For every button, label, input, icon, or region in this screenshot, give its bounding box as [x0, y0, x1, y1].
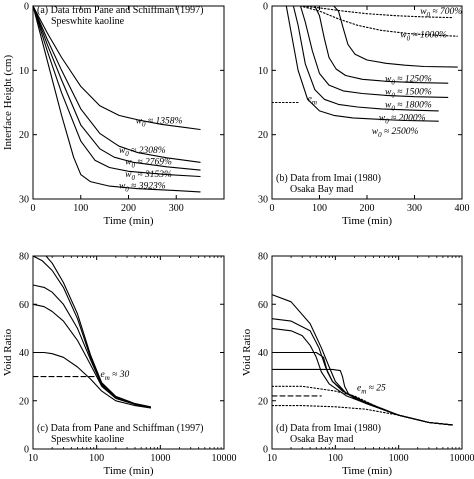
x-tick-label: 100	[328, 453, 343, 464]
x-tick-label: 100	[89, 453, 104, 464]
x-tick-label: 300	[407, 203, 422, 214]
y-tick-label: 10	[258, 66, 268, 77]
x-tick-label: 10000	[212, 453, 237, 464]
series-line-6	[271, 385, 453, 426]
y-tick-label: 60	[258, 300, 268, 311]
y-tick-label: 80	[19, 252, 29, 263]
panel-caption-line: Osaka Bay mad	[290, 184, 353, 195]
y-axis-label: Void Ratio	[241, 328, 253, 376]
curve-label: w0 ≈ 3923%	[119, 181, 166, 193]
panel-d: 10 100 1000 10000 0 20 40 60 80 Time (min) Void Ra…	[241, 252, 474, 478]
series-line-2	[271, 5, 458, 37]
curve-label: em ≈ 30	[101, 370, 130, 382]
x-tick-label: 100	[73, 203, 88, 214]
series-line-1	[32, 351, 152, 409]
curve-label: w0 ≈ 1250%	[385, 75, 432, 87]
y-tick-label: 0	[24, 2, 29, 13]
curve-label: w0 ≈ 3153%	[125, 170, 172, 182]
panel-b: 0 100 200 300 400 0 10 20 30 Time (min) w0 ≈ 700% w…	[258, 2, 470, 228]
x-tick-label: 300	[169, 203, 184, 214]
y-tick-label: 0	[263, 2, 268, 13]
curve-label: w0 ≈ 2769%	[125, 158, 172, 170]
series-line-5	[271, 368, 453, 426]
curve-label: em ≈ 25	[357, 383, 386, 395]
y-tick-label: 0	[24, 445, 29, 456]
series-line-1	[32, 5, 201, 131]
panel-caption-line: Speswhite kaoline	[51, 434, 125, 445]
panel-a: 0 100 200 300 0 10 20 30 Time (min) Interface Hei…	[2, 2, 225, 227]
y-tick-label: 60	[19, 300, 29, 311]
x-tick-label: 1000	[389, 453, 409, 464]
series-line-3	[271, 5, 458, 68]
curve-label: w0 ≈ 2308%	[119, 146, 166, 158]
y-tick-label: 0	[263, 445, 268, 456]
curve-label: w0 ≈ 2500%	[372, 127, 419, 139]
x-axis-label: Time (min)	[342, 465, 392, 477]
series-line-4	[32, 5, 201, 178]
series-line-5	[271, 5, 449, 98]
series-line-5	[32, 5, 201, 193]
x-axis-label: Time (min)	[103, 465, 153, 477]
x-tick-label: 1000	[150, 453, 170, 464]
series-line-6	[271, 5, 439, 112]
panel-caption-line: Osaka Bay mad	[290, 434, 353, 445]
curve-label: w0 ≈ 1358%	[136, 117, 183, 129]
y-tick-label: 20	[19, 396, 29, 407]
curve-label: w0 ≈ 1500%	[385, 88, 432, 100]
x-tick-label: 100	[312, 203, 327, 214]
y-tick-label: 10	[19, 66, 29, 77]
y-axis-label: Void Ratio	[2, 328, 14, 376]
series-line-3	[32, 284, 152, 409]
panel-caption-line: (d) Data from Imai (1980)	[276, 423, 381, 434]
series-line-7	[271, 405, 453, 426]
y-tick-label: 40	[19, 348, 29, 359]
x-tick-label: 10	[28, 453, 38, 464]
y-axis-label: Interface Height (cm)	[2, 55, 14, 151]
panel-c: 10 100 1000 10000 0 20 40 60 80 Time (min) Void Ra…	[2, 252, 237, 478]
y-tick-label: 30	[19, 195, 29, 206]
series-line-5	[45, 255, 152, 408]
panel-caption-line: (a) Data from Pane and Schiffman (1997)	[37, 5, 203, 16]
x-tick-label: 0	[31, 203, 36, 214]
y-tick-label: 80	[258, 252, 268, 263]
panel-caption-line: Speswhite kaoline	[51, 16, 125, 27]
series-line-2	[32, 5, 201, 163]
curve-label: w0 ≈ 1800%	[385, 100, 432, 112]
y-tick-label: 40	[258, 348, 268, 359]
curve-label: em	[308, 95, 317, 107]
curve-label: w0 ≈ 1000%	[400, 30, 447, 42]
x-tick-label: 10000	[450, 453, 474, 464]
y-tick-label: 20	[19, 130, 29, 141]
x-tick-label: 10	[267, 453, 277, 464]
y-tick-label: 20	[258, 130, 268, 141]
series-line-4	[271, 5, 449, 84]
curve-label: w0 ≈ 700%	[420, 7, 462, 19]
panel-caption-line: (c) Data from Pane and Schiffman (1997)	[37, 423, 203, 434]
panel-caption-line: (b) Data from Imai (1980)	[276, 173, 381, 184]
curve-label: w0 ≈ 2000%	[379, 113, 426, 125]
x-axis-label: Time (min)	[103, 215, 153, 227]
series-line-4	[32, 255, 152, 408]
series-line-3	[32, 5, 201, 171]
series-line-2	[32, 303, 152, 408]
x-tick-label: 200	[121, 203, 136, 214]
y-tick-label: 30	[258, 195, 268, 206]
series-line-1	[271, 294, 453, 426]
series-line-7	[271, 5, 439, 122]
x-tick-label: 0	[270, 203, 275, 214]
x-tick-label: 400	[455, 203, 470, 214]
series-line-3	[271, 327, 453, 426]
x-tick-label: 200	[360, 203, 375, 214]
x-axis-label: Time (min)	[342, 215, 392, 227]
y-tick-label: 20	[258, 396, 268, 407]
